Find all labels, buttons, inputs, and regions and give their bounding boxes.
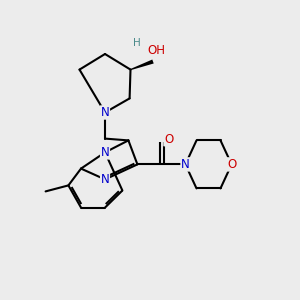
Polygon shape [130,59,154,70]
Text: N: N [100,106,109,119]
Text: O: O [164,133,173,146]
Text: N: N [100,173,109,186]
Text: N: N [100,146,109,159]
Text: OH: OH [148,44,166,57]
Text: N: N [181,158,190,171]
Text: O: O [227,158,236,171]
Text: H: H [133,38,141,49]
